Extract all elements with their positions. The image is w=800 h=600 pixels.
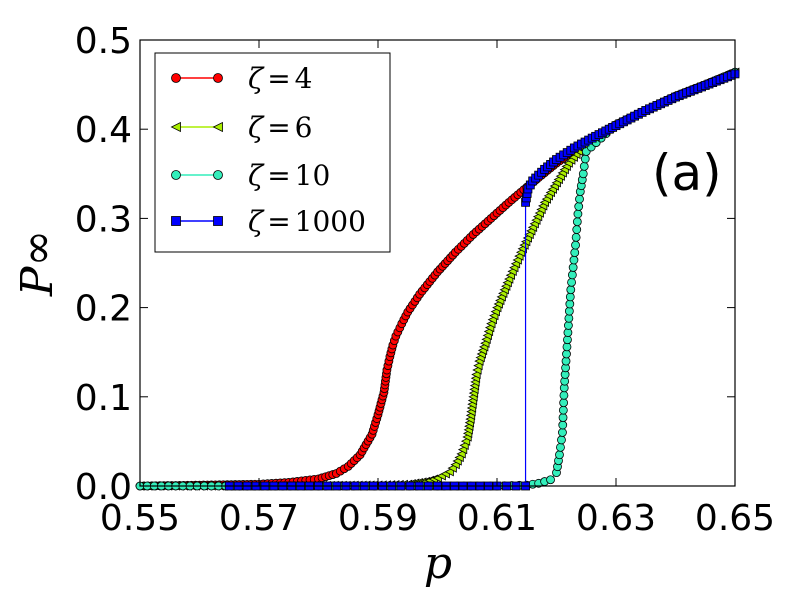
x-tick-label: 0.55 [100, 498, 180, 539]
legend-label: ζ = 1000 [248, 205, 366, 238]
x-tick-label: 0.63 [576, 498, 656, 539]
data-point [546, 475, 555, 485]
data-point [558, 428, 567, 437]
data-point [212, 121, 223, 133]
data-point [557, 435, 566, 445]
data-point [213, 73, 223, 83]
data-point [213, 216, 223, 226]
data-point [171, 73, 181, 83]
data-point [574, 202, 584, 211]
legend-entry: ζ = 10 [171, 159, 330, 192]
y-tick-label: 0.1 [75, 378, 132, 419]
data-point [171, 216, 181, 226]
legend-entries: ζ = 4 ζ = 6 ζ = 10 ζ = 1000 [170, 62, 366, 238]
data-point [558, 420, 568, 430]
legend-entry: ζ = 4 [171, 62, 312, 95]
y-axis-label: P∞ [12, 230, 63, 297]
data-point [572, 217, 582, 227]
x-tick-label: 0.65 [695, 498, 775, 539]
data-point [171, 170, 181, 180]
data-point [573, 209, 583, 219]
plot-frame [139, 39, 736, 487]
legend-entry: ζ = 6 [170, 111, 312, 144]
x-tick-label: 0.59 [338, 498, 418, 539]
data-point [579, 161, 589, 171]
legend-label: ζ = 4 [248, 62, 312, 95]
data-point [569, 255, 579, 265]
data-point [559, 398, 569, 408]
y-tick-label: 0.4 [75, 110, 132, 151]
legend-label: ζ = 6 [248, 111, 312, 144]
panel-label: (a) [652, 144, 722, 202]
ticks-layer: 0.55 0.57 0.59 0.61 0.63 0.65 0.0 0.1 0.2 0.3 0.4 0… [75, 21, 775, 539]
data-point [567, 277, 576, 287]
legend-label: ζ = 10 [248, 159, 330, 192]
data-point [555, 450, 564, 460]
y-tick-label: 0.2 [75, 289, 132, 330]
data-point [567, 270, 577, 280]
data-point [558, 413, 568, 423]
data-point [575, 194, 584, 204]
data-point [213, 170, 223, 180]
y-tick-label: 0.3 [75, 199, 132, 240]
data-point [578, 169, 588, 179]
data-point [568, 263, 578, 272]
data-point [559, 390, 569, 400]
data-point [572, 225, 582, 234]
x-axis-label: p [424, 538, 452, 589]
legend: ζ = 4 ζ = 6 ζ = 10 ζ = 1000 [154, 52, 391, 253]
data-point [558, 405, 568, 415]
y-tick-label: 0.5 [75, 21, 132, 62]
legend-box [154, 52, 391, 253]
x-tick-label: 0.57 [219, 498, 299, 539]
data-point [556, 442, 565, 452]
data-point [580, 154, 590, 164]
data-point [571, 240, 580, 250]
y-tick-label: 0.0 [75, 467, 132, 508]
data-point [170, 121, 181, 133]
data-point [566, 285, 576, 295]
legend-entry: ζ = 1000 [171, 205, 366, 238]
data-point [570, 248, 580, 257]
data-point [571, 232, 581, 242]
x-tick-label: 0.61 [457, 498, 537, 539]
